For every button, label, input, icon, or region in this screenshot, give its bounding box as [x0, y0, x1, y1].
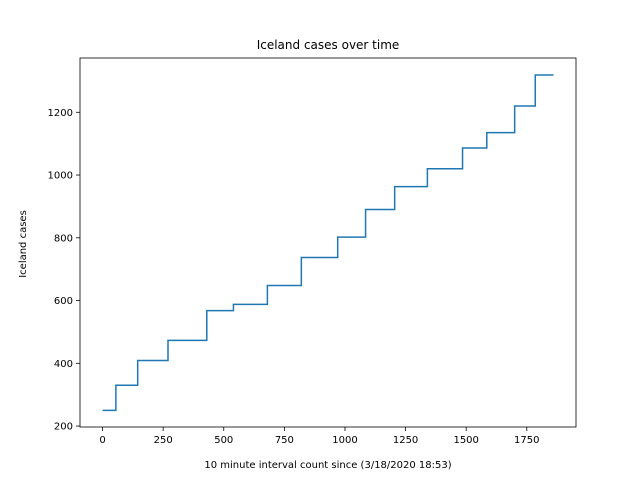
- x-tick-label: 1500: [453, 435, 478, 446]
- x-tick-label: 1250: [393, 435, 418, 446]
- y-tick-label: 800: [54, 233, 73, 244]
- y-tick-label: 200: [54, 422, 73, 433]
- x-tick-label: 1000: [332, 435, 357, 446]
- x-tick-label: 500: [214, 435, 233, 446]
- y-axis: 200 400 600 800 1000 1200: [48, 108, 80, 433]
- y-tick-label: 1200: [48, 108, 73, 119]
- x-tick-label: 1750: [514, 435, 539, 446]
- y-tick-label: 400: [54, 359, 73, 370]
- x-axis-label: 10 minute interval count since (3/18/202…: [204, 460, 451, 471]
- plot-frame: [79, 57, 577, 428]
- y-tick-label: 1000: [48, 171, 73, 182]
- x-tick-label: 0: [99, 435, 105, 446]
- x-tick-label: 250: [154, 435, 173, 446]
- y-tick-label: 600: [54, 296, 73, 307]
- plot-area: [79, 57, 577, 428]
- x-tick-label: 750: [275, 435, 294, 446]
- chart-title: Iceland cases over time: [257, 38, 400, 52]
- series-line: [102, 74, 554, 412]
- y-axis-label: Iceland cases: [18, 210, 29, 278]
- x-axis: 0 250 500 750 1000 1250 1500 1750: [99, 427, 540, 446]
